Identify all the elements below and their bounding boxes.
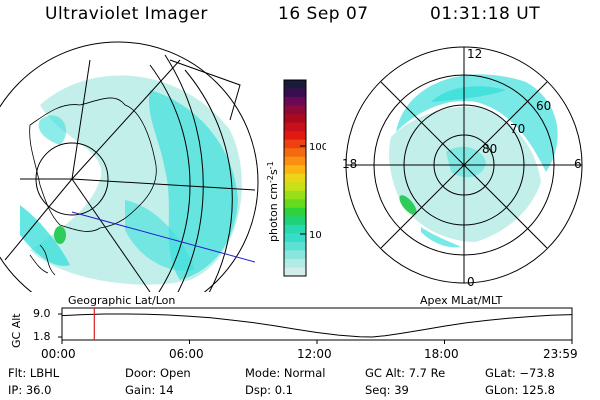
colorbar-segment [284,173,306,183]
satellite-scan-line [71,211,256,263]
mlat-label-80: 80 [482,142,497,156]
colorbar-segment [284,165,306,175]
altitude-ytick-high: 9.0 [33,307,51,320]
colorbar-segment [284,267,306,277]
altitude-panel: GC Alt 9.0 1.8 [10,307,573,348]
mlt-label-0: 0 [467,275,475,289]
mlt-label-12: 12 [467,47,482,61]
colorbar-gradient [284,80,306,277]
aurora-image-right [389,74,558,248]
xtick-1200: 12:00 [297,347,332,361]
date-label: 16 Sep 07 [278,4,369,24]
mlat-label-70: 70 [510,122,525,136]
info-flt: Flt: LBHL [8,366,60,380]
colorbar-segment [284,182,306,192]
info-glat: GLat: −73.8 [485,366,555,380]
colorbar-segment [284,199,306,209]
colorbar-segment [284,148,306,158]
colorbar-segment [284,156,306,166]
info-ip: IP: 36.0 [8,383,52,397]
info-gc-alt: GC Alt: 7.7 Re [365,366,446,380]
colorbar-segment [284,80,306,90]
colorbar: 100 10 photon cm-2s-1 [266,79,326,277]
altitude-ylabel: GC Alt [10,313,23,348]
altitude-series-line [61,313,572,338]
colorbar-segment [284,97,306,107]
colorbar-tick-100: 100 [309,142,326,153]
xtick-1800: 18:00 [424,347,459,361]
mlt-label-6: 6 [574,157,582,171]
instrument-title: Ultraviolet Imager [45,4,208,24]
right-map-label: Apex MLat/MLT [420,294,503,307]
aurora-image-left [20,75,242,285]
colorbar-segment [284,233,306,243]
xtick-0000: 00:00 [41,347,76,361]
colorbar-segment [284,258,306,268]
altitude-ytick-low: 1.8 [33,330,51,343]
info-dsp: Dsp: 0.1 [245,383,293,397]
colorbar-unit-label: photon cm-2s-1 [266,161,280,242]
magnetic-polar-plot: 12 18 6 0 60 70 80 [342,46,583,289]
xtick-0600: 06:00 [169,347,204,361]
altitude-plot-frame [61,307,573,341]
colorbar-segment [284,224,306,234]
colorbar-segment [284,241,306,251]
info-seq: Seq: 39 [365,383,409,397]
colorbar-segment [284,207,306,217]
mlt-label-18: 18 [342,157,357,171]
time-label: 01:31:18 UT [430,4,541,24]
info-gain: Gain: 14 [125,383,174,397]
colorbar-segment [284,250,306,260]
colorbar-tick-10: 10 [309,230,322,241]
colorbar-segment [284,216,306,226]
info-glon: GLon: 125.8 [485,383,555,397]
info-mode: Mode: Normal [245,366,326,380]
colorbar-segment [284,131,306,141]
colorbar-segment [284,190,306,200]
left-map-label: Geographic Lat/Lon [68,294,176,307]
colorbar-segment [284,122,306,132]
colorbar-segment [284,139,306,149]
geographic-map [0,41,259,292]
colorbar-segment [284,114,306,124]
mlat-label-60: 60 [536,99,551,113]
colorbar-segment [284,105,306,115]
colorbar-segment [284,88,306,98]
info-door: Door: Open [125,366,191,380]
xtick-2359: 23:59 [543,347,578,361]
